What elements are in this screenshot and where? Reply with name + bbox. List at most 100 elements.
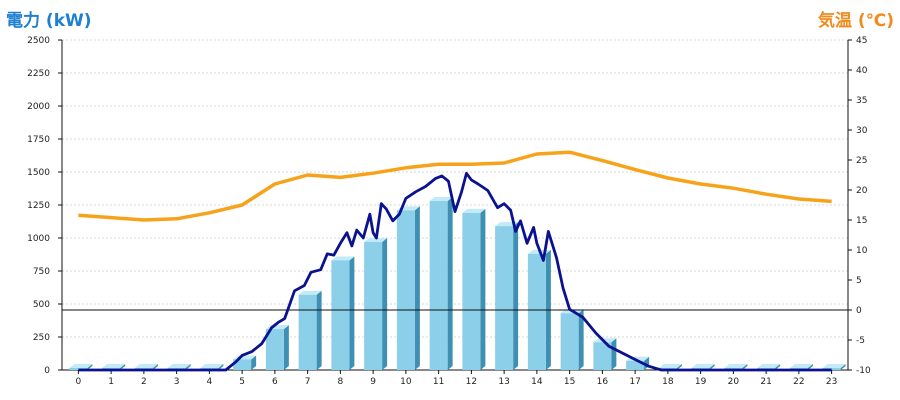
x-tick-label: 15 [564, 377, 575, 387]
x-tick-label: 20 [728, 377, 740, 387]
power-bar [495, 226, 514, 370]
bar-top [298, 290, 322, 295]
right-tick-label: -5 [856, 336, 865, 346]
right-tick-label: 20 [856, 186, 868, 196]
power-bar [527, 253, 546, 370]
bar-side [185, 364, 191, 370]
left-tick-label: 500 [33, 300, 50, 310]
bar-top [167, 364, 191, 368]
x-tick-label: 16 [597, 377, 609, 387]
right-tick-label: 45 [856, 36, 867, 46]
bar-side [349, 256, 355, 370]
bar-side [840, 364, 846, 370]
power-bar [364, 241, 383, 370]
left-tick-label: 1750 [27, 135, 50, 145]
right-tick-label: 10 [856, 246, 868, 256]
bar-side [382, 237, 388, 370]
x-tick-label: 3 [174, 377, 180, 387]
bar-side [447, 197, 453, 370]
bar-side [218, 364, 224, 370]
right-tick-label: 35 [856, 96, 867, 106]
bar-side [87, 364, 93, 370]
x-tick-label: 8 [338, 377, 344, 387]
bar-side [807, 364, 813, 370]
x-tick-label: 14 [531, 377, 543, 387]
bar-top [69, 364, 93, 368]
right-tick-label: 25 [856, 156, 867, 166]
x-tick-label: 1 [108, 377, 114, 387]
x-tick-label: 0 [76, 377, 82, 387]
power-bar [331, 260, 350, 370]
bar-top [658, 364, 682, 368]
bar-top [102, 364, 126, 368]
bar-top [200, 364, 224, 368]
bar-top [724, 364, 748, 368]
left-tick-label: 1250 [27, 201, 50, 211]
x-tick-label: 19 [695, 377, 707, 387]
bar-top [134, 364, 158, 368]
left-tick-label: 2250 [27, 69, 50, 79]
x-tick-label: 23 [826, 377, 837, 387]
power-bar [429, 201, 448, 370]
left-tick-label: 250 [33, 333, 50, 343]
bar-side [611, 338, 617, 370]
bar-side [676, 364, 682, 370]
bar-top [757, 364, 781, 368]
left-tick-label: 1500 [27, 168, 50, 178]
bar-top [462, 208, 486, 213]
right-tick-label: 5 [856, 276, 862, 286]
temperature-line [78, 150, 832, 222]
bar-side [775, 364, 781, 370]
x-tick-label: 9 [370, 377, 376, 387]
bar-side [480, 208, 486, 370]
x-tick-label: 10 [400, 377, 412, 387]
bar-side [283, 325, 289, 370]
power-bar [626, 360, 645, 370]
right-tick-label: 30 [856, 126, 868, 136]
bar-top [429, 197, 453, 202]
power-bar [396, 210, 415, 370]
power-bar [593, 342, 612, 370]
x-tick-label: 2 [141, 377, 147, 387]
power-bar [462, 212, 481, 370]
x-tick-label: 13 [498, 377, 509, 387]
x-tick-label: 6 [272, 377, 278, 387]
bar-side [513, 222, 519, 370]
x-tick-label: 5 [239, 377, 245, 387]
bar-top [691, 364, 715, 368]
bar-top [789, 364, 813, 368]
bar-side [709, 364, 715, 370]
left-tick-label: 2500 [27, 36, 50, 46]
x-tick-label: 18 [662, 377, 674, 387]
x-tick-label: 7 [305, 377, 311, 387]
right-tick-label: 40 [856, 66, 868, 76]
left-tick-label: 0 [44, 366, 50, 376]
x-tick-label: 21 [760, 377, 771, 387]
bar-top [364, 237, 388, 242]
x-tick-label: 11 [433, 377, 444, 387]
right-tick-label: 15 [856, 216, 867, 226]
left-axis-title: 電力 (kW) [6, 11, 92, 31]
left-tick-label: 2000 [27, 102, 50, 112]
bar-top [331, 256, 355, 261]
bar-side [578, 309, 584, 370]
bar-top [822, 364, 846, 368]
bar-side [316, 290, 322, 370]
right-tick-label: 0 [856, 306, 862, 316]
bar-side [120, 364, 126, 370]
left-tick-label: 1000 [27, 234, 50, 244]
power-bar [560, 313, 579, 370]
x-tick-label: 22 [793, 377, 804, 387]
x-tick-label: 17 [629, 377, 640, 387]
bar-side [742, 364, 748, 370]
left-tick-label: 750 [33, 267, 50, 277]
power-line [78, 171, 832, 372]
power-bar [298, 294, 317, 370]
power-bar [233, 359, 252, 370]
x-tick-label: 4 [207, 377, 213, 387]
bar-side [152, 364, 158, 370]
right-axis-title: 気温 (℃) [817, 11, 894, 31]
power-bar [265, 329, 284, 370]
bar-side [251, 355, 257, 370]
